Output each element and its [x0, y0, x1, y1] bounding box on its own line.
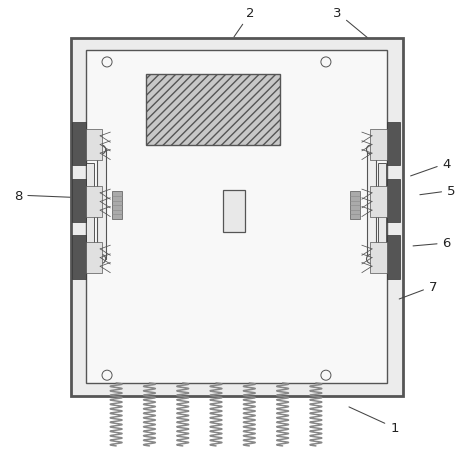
Text: 1: 1	[349, 407, 399, 434]
Bar	[387, 180, 400, 223]
Circle shape	[366, 255, 375, 264]
Bar	[366, 150, 375, 259]
Bar	[71, 39, 402, 396]
Text: 5: 5	[420, 185, 456, 197]
Bar	[97, 150, 106, 259]
Circle shape	[97, 146, 106, 155]
Bar	[387, 123, 400, 166]
Bar	[86, 243, 102, 273]
Bar	[350, 192, 360, 219]
Bar	[223, 190, 245, 232]
Bar	[86, 51, 387, 383]
Bar	[378, 164, 386, 243]
Bar	[86, 130, 102, 161]
Text: 2: 2	[234, 7, 255, 38]
Bar	[111, 192, 122, 219]
Text: 8: 8	[14, 189, 70, 202]
Bar	[72, 236, 86, 279]
Bar	[86, 187, 102, 217]
Bar	[387, 236, 400, 279]
Circle shape	[97, 255, 106, 264]
Bar	[72, 180, 86, 223]
Text: 3: 3	[333, 7, 367, 38]
Bar	[370, 243, 387, 273]
Bar	[370, 130, 387, 161]
Text: 7: 7	[399, 280, 438, 299]
Text: 4: 4	[410, 157, 451, 177]
Bar	[86, 164, 94, 243]
Bar	[146, 75, 280, 146]
Bar	[370, 187, 387, 217]
Bar	[72, 123, 86, 166]
Text: 6: 6	[413, 237, 451, 250]
Circle shape	[366, 146, 375, 155]
